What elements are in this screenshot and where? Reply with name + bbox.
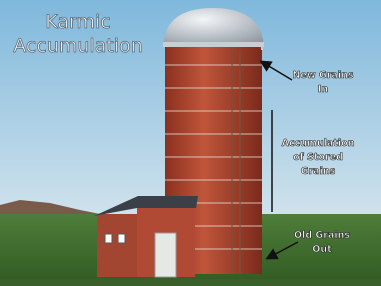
label-line: of Stored <box>293 152 343 163</box>
title-line: Accumulation <box>13 35 142 57</box>
scene: Karmic Accumulation New Grains In Accumu… <box>0 0 381 286</box>
label-line: Grains <box>301 166 336 177</box>
title-line: Karmic <box>45 11 110 33</box>
ground-edge <box>0 279 381 286</box>
label-line: Old Grains <box>294 230 350 241</box>
label-line: New Grains <box>292 70 353 81</box>
label-line: Out <box>312 244 332 255</box>
label-line: In <box>318 84 329 95</box>
label-line: Accumulation <box>282 138 355 149</box>
